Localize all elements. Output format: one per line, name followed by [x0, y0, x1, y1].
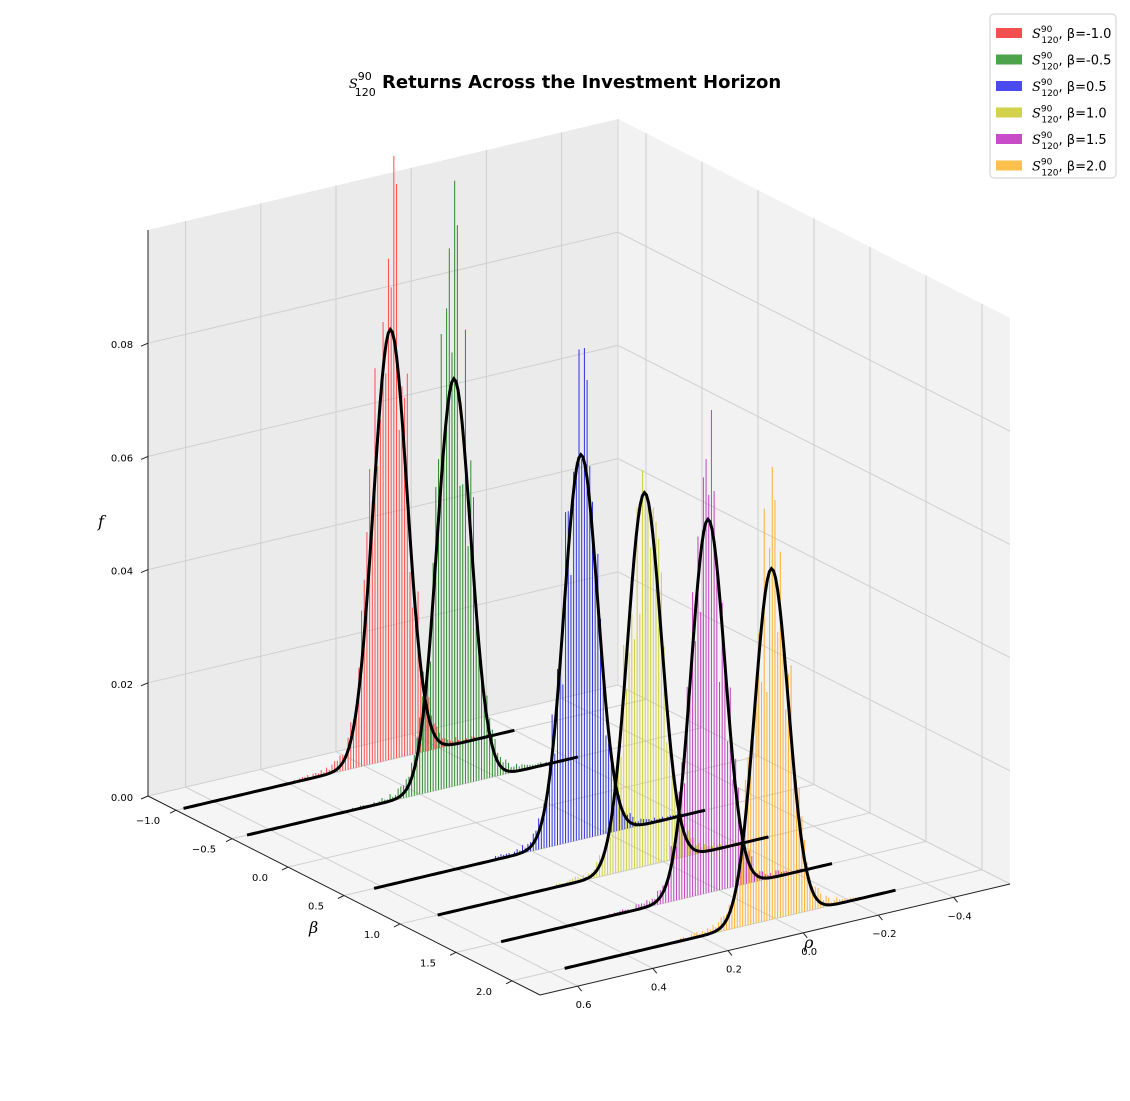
- z-tick-mark: [140, 682, 149, 687]
- legend-label: S90 120, β=1.0: [1032, 105, 1107, 126]
- legend-item: S90 120, β=1.0: [996, 105, 1107, 126]
- z-tick-mark: [140, 455, 149, 460]
- z-axis-label: f: [97, 512, 107, 531]
- y-tick-label: −0.5: [192, 845, 216, 856]
- x-tick-label: 0.4: [651, 982, 667, 993]
- x-tick-label: −0.2: [872, 929, 896, 940]
- legend-item: S90 120, β=-0.5: [996, 52, 1111, 73]
- x-tick-mark: [652, 968, 658, 974]
- y-tick-label: −1.0: [136, 816, 160, 827]
- y-tick-mark: [505, 980, 513, 985]
- y-tick-mark: [281, 866, 289, 871]
- z-tick-label: 0.08: [111, 340, 133, 351]
- z-tick-label: 0.00: [111, 793, 133, 804]
- grid-line-z-right: [617, 344, 1011, 545]
- y-tick-mark: [337, 895, 345, 899]
- density-curve-2: [373, 452, 706, 890]
- axes: −0.4 −0.2 0.0 0.2 0.4 0.6 −1.0 −0.5 0.0 0.5 1.0 1.5…: [111, 230, 1011, 1011]
- density-curve-line: [437, 490, 769, 917]
- y-tick-mark: [393, 923, 401, 928]
- z-tick-mark: [140, 342, 149, 347]
- x-tick-mark: [802, 932, 808, 939]
- histogram-2: [495, 348, 677, 860]
- density-curve-line: [183, 326, 515, 810]
- legend-item: S90 120, β=1.5: [996, 131, 1107, 152]
- legend-swatch: [996, 107, 1022, 118]
- x-tick-mark: [727, 950, 733, 956]
- legend-swatch: [996, 160, 1022, 171]
- legend-swatch: [996, 134, 1022, 144]
- x-tick-mark: [577, 985, 582, 992]
- y-tick-label: 1.0: [364, 930, 380, 941]
- legend-label: S90 120, β=1.5: [1032, 131, 1107, 152]
- grid-line-z-right: [617, 458, 1011, 659]
- grid-line-z-left: [147, 231, 619, 344]
- legend-swatch: [996, 54, 1022, 65]
- z-tick-mark: [140, 795, 149, 800]
- legend-swatch: [996, 28, 1022, 38]
- z-tick-label: 0.04: [111, 567, 133, 578]
- histogram-3: [555, 470, 727, 887]
- grid-line-z-right: [617, 571, 1011, 772]
- z-tick-label: 0.06: [111, 453, 133, 464]
- density-curve-0: [183, 326, 515, 810]
- x-tick-label: −0.4: [947, 911, 971, 922]
- chart-title: S90 120 Returns Across the Investment Hor…: [349, 70, 781, 99]
- density-curve-1: [246, 376, 579, 837]
- x-tick-label: 0.2: [726, 965, 742, 976]
- z-tick-label: 0.02: [111, 680, 133, 691]
- histogram-bars: [293, 155, 857, 941]
- x-tick-label: 0.0: [801, 947, 817, 958]
- grid-line-y-floor: [287, 755, 759, 868]
- legend-label: S90 120, β=0.5: [1032, 78, 1107, 99]
- density-curves: [183, 326, 896, 970]
- legend: S90 120, β=-1.0 S90 120, β=-0.5 S90 120, β=0.…: [989, 13, 1117, 179]
- y-tick-label: 0.5: [308, 902, 324, 913]
- y-tick-mark: [225, 838, 233, 843]
- density-curve-3: [437, 490, 769, 917]
- y-tick-mark: [169, 809, 177, 814]
- y-tick-label: 0.0: [252, 873, 268, 884]
- legend-label: S90 120, β=-1.0: [1032, 25, 1111, 46]
- histogram-4: [608, 409, 801, 917]
- legend-label: S90 120, β=2.0: [1032, 158, 1107, 179]
- y-tick-label: 1.5: [420, 958, 436, 969]
- x-tick-label: 0.6: [576, 1000, 592, 1011]
- legend-item: S90 120, β=2.0: [996, 158, 1107, 179]
- density-curve-line: [373, 452, 706, 890]
- legend-swatch: [996, 81, 1022, 91]
- density-curve-line: [246, 376, 579, 837]
- legend-label: S90 120, β=-0.5: [1032, 52, 1111, 73]
- density-curve-line: [500, 516, 833, 944]
- z-tick-mark: [140, 569, 149, 574]
- y-axis-label: β: [308, 918, 318, 937]
- x-tick-mark: [953, 897, 958, 903]
- legend-item: S90 120, β=0.5: [996, 78, 1107, 99]
- y-tick-mark: [449, 951, 457, 956]
- density-curve-5: [564, 566, 896, 970]
- legend-item: S90 120, β=-1.0: [996, 25, 1111, 46]
- grid-line-z-right: [617, 231, 1011, 432]
- y-tick-label: 2.0: [476, 987, 492, 998]
- x-axis-label: ρ: [803, 933, 814, 952]
- density-curve-4: [500, 516, 833, 944]
- density-curve-line: [564, 566, 896, 970]
- histogram-0: [293, 155, 489, 783]
- x-axis-line: [539, 883, 1011, 996]
- x-tick-mark: [878, 914, 883, 921]
- grid-line-z-right: [617, 684, 1011, 885]
